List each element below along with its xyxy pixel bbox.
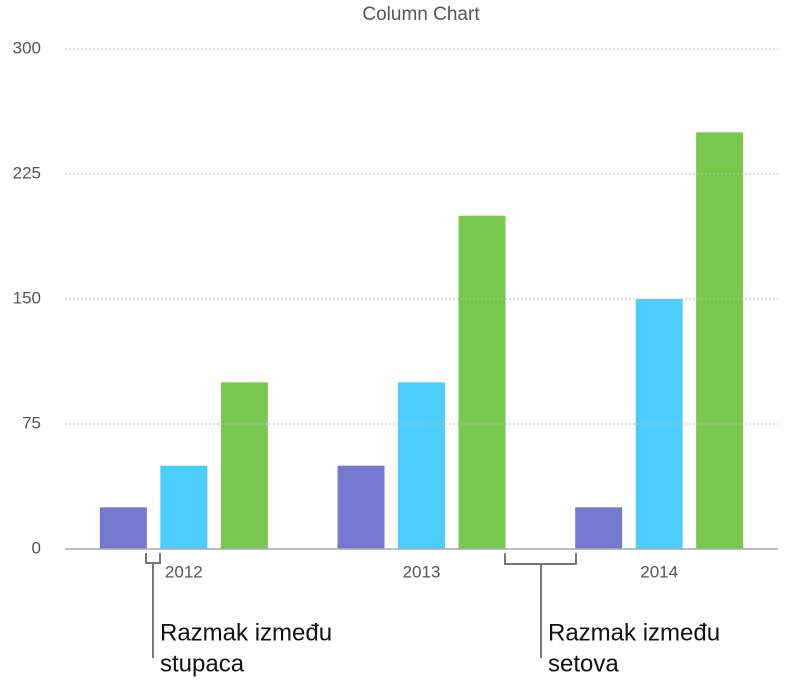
bar — [575, 507, 623, 549]
bar — [220, 382, 268, 549]
y-tick-label: 150 — [13, 288, 41, 307]
y-tick-label: 300 — [13, 38, 41, 57]
annotation-brackets — [145, 553, 577, 658]
annotation: setova — [548, 650, 619, 677]
y-tick-label: 75 — [22, 413, 41, 432]
x-tick-label: 2014 — [640, 562, 678, 581]
annotation: stupaca — [160, 650, 245, 677]
bar — [398, 382, 445, 549]
bar — [160, 465, 208, 549]
bracket — [504, 553, 577, 658]
bracket — [145, 553, 161, 658]
bar — [337, 465, 385, 549]
x-tick-label: 2013 — [403, 562, 441, 581]
annotation: Razmak između — [160, 619, 332, 646]
bar — [458, 215, 506, 549]
bar — [696, 132, 744, 550]
chart-title: Column Chart — [362, 4, 480, 25]
x-tick-label: 2012 — [165, 562, 203, 581]
bar — [99, 507, 147, 549]
y-tick-label: 225 — [13, 163, 41, 182]
y-tick-label: 0 — [32, 538, 41, 557]
annotation: Razmak između — [548, 619, 720, 646]
